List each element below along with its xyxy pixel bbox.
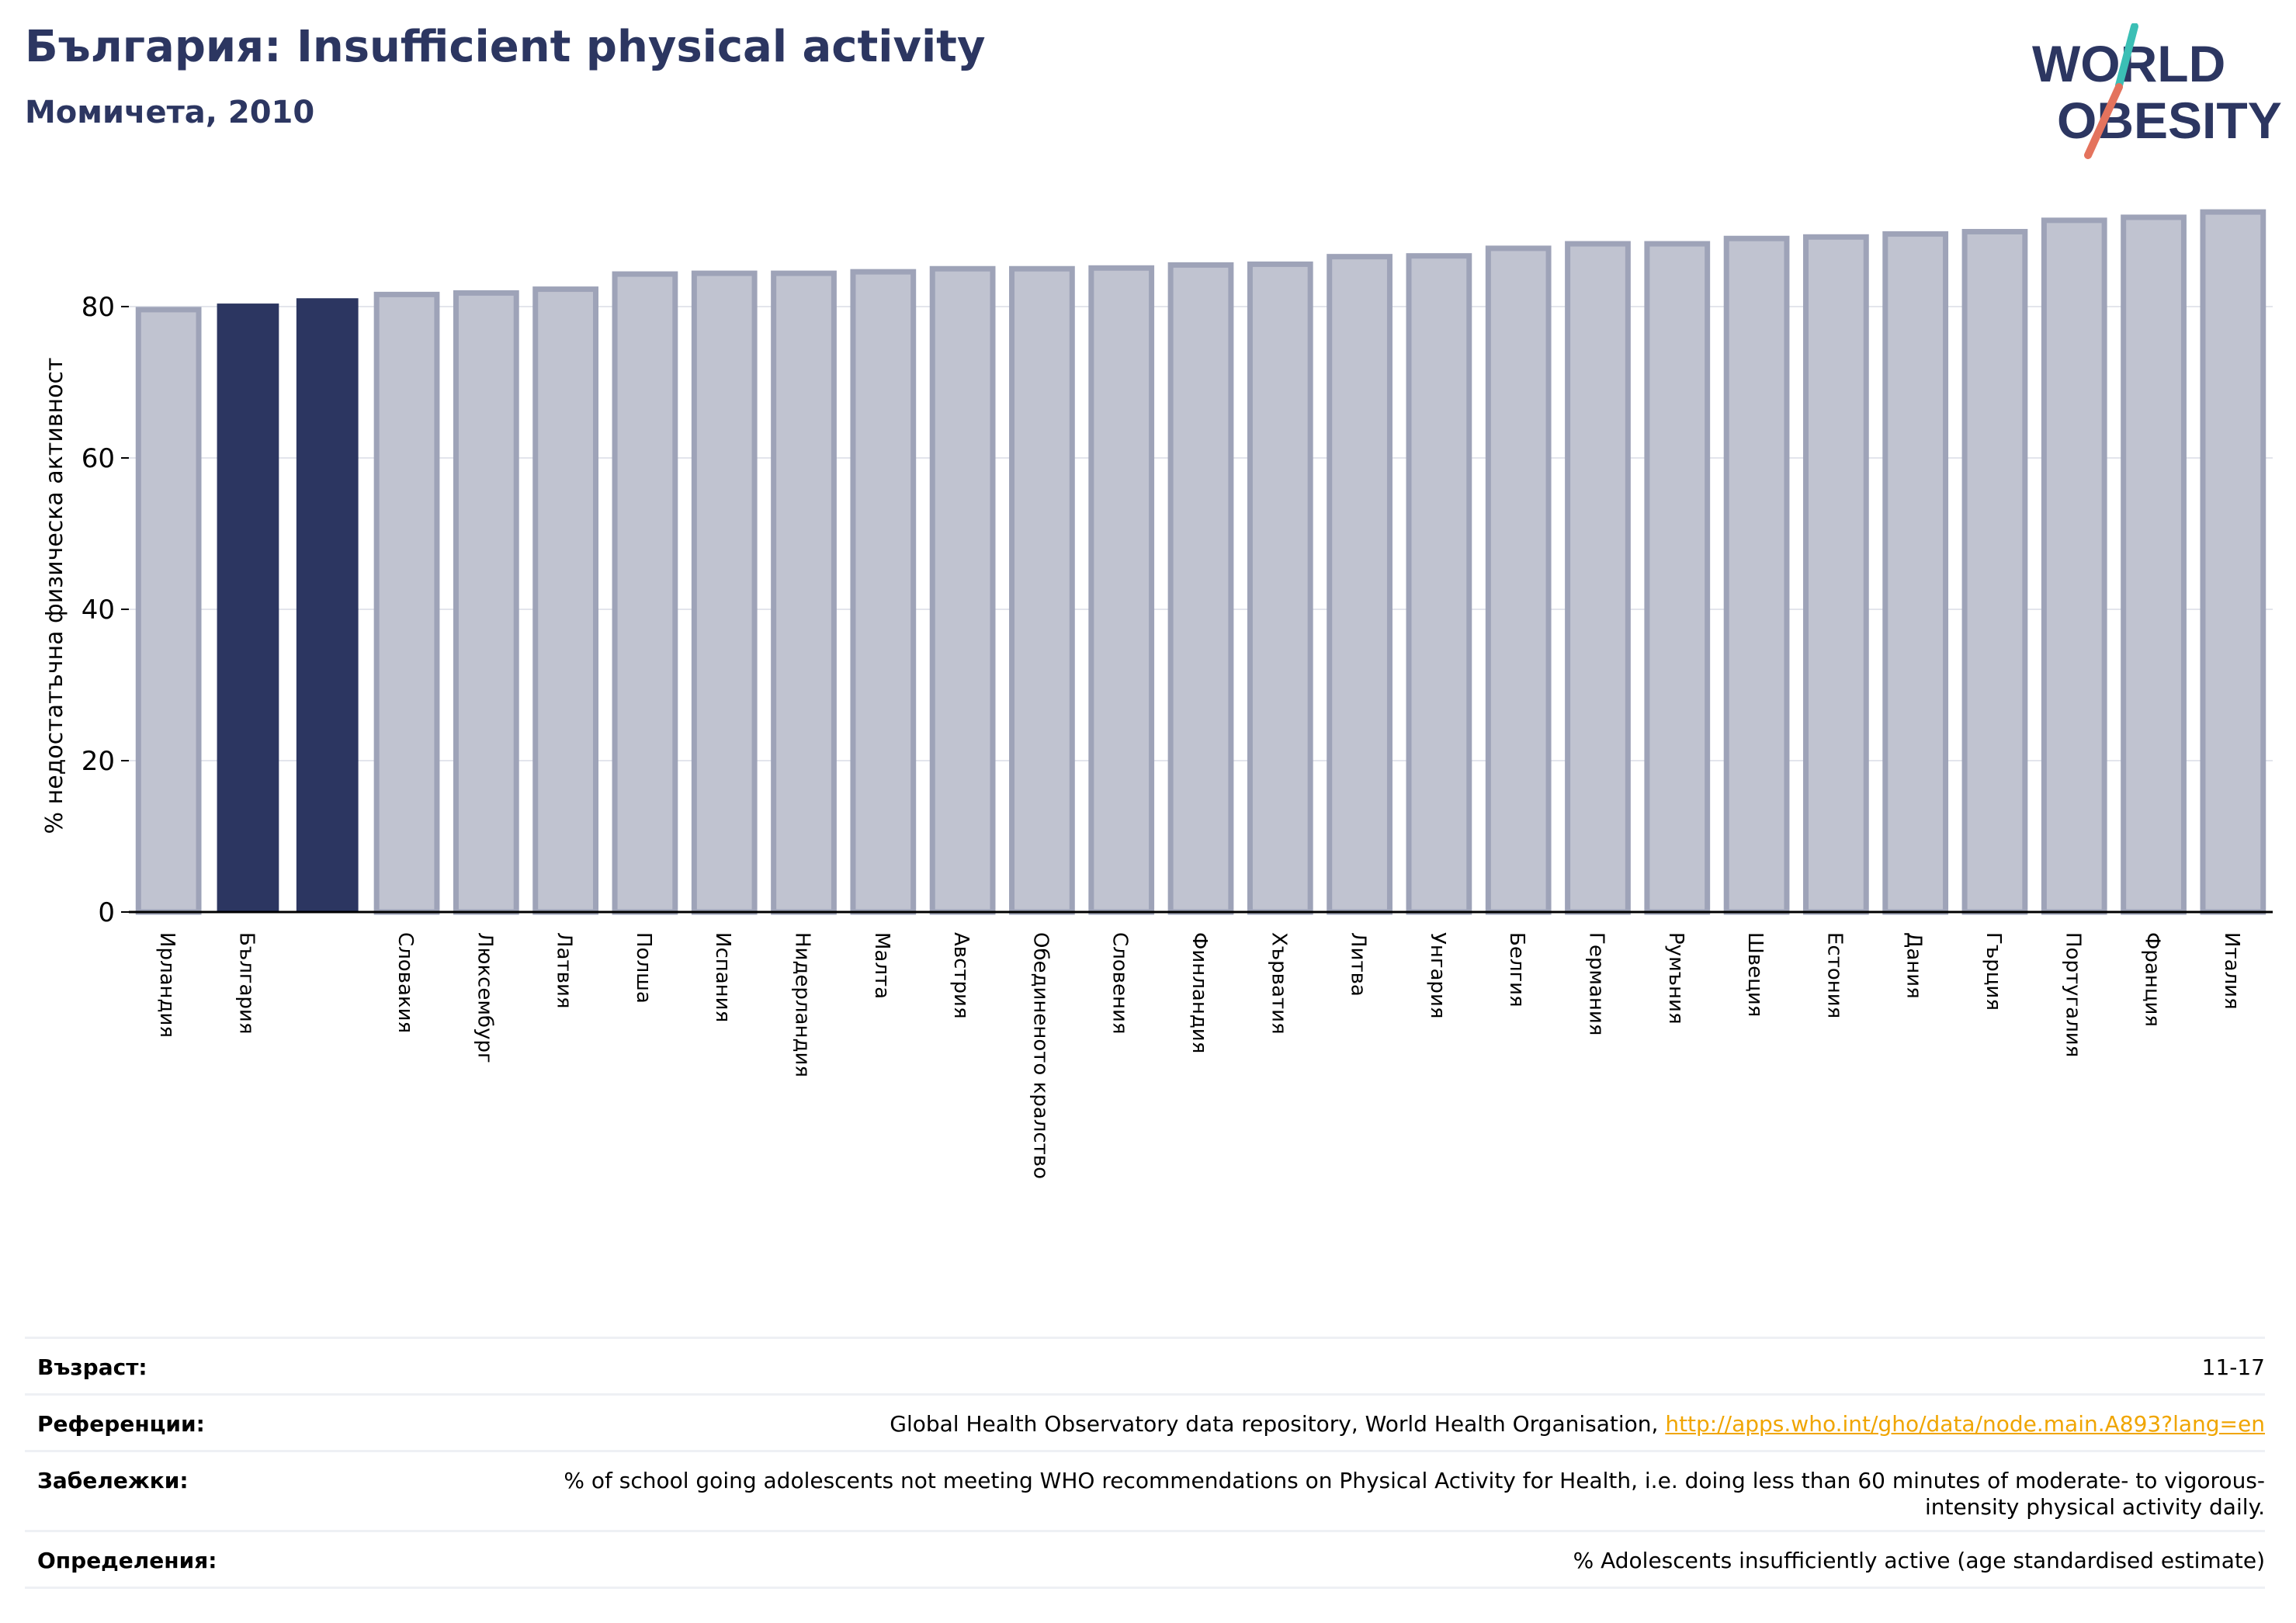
y-tick-label: 60 xyxy=(82,443,115,474)
bar xyxy=(217,303,279,913)
bar xyxy=(1088,265,1155,915)
meta-label: Референции: xyxy=(37,1411,205,1437)
bar xyxy=(1247,261,1313,915)
x-tick-label: Словения xyxy=(1108,932,1132,1035)
x-tick-label: Полша xyxy=(632,932,655,1004)
x-tick-label: Финландия xyxy=(1188,932,1211,1053)
world-obesity-logo: WORLD OBESITY xyxy=(2032,23,2282,159)
bar xyxy=(1327,254,1393,915)
bar xyxy=(135,307,202,915)
bar xyxy=(612,271,678,915)
bar xyxy=(1802,234,1869,915)
bar xyxy=(2121,214,2187,915)
page-title: България: Insufficient physical activity xyxy=(25,22,986,72)
meta-label: Възраст: xyxy=(37,1354,147,1380)
meta-row-definitions: Определения: % Adolescents insufficientl… xyxy=(25,1532,2265,1589)
y-axis-label: % недостатъчна физическа активност xyxy=(41,358,68,834)
x-tick-label: Малта xyxy=(870,932,893,999)
x-tick-label: Латвия xyxy=(553,932,576,1009)
meta-row-notes: Забележки: % of school going adolescents… xyxy=(25,1452,2265,1532)
y-tick-label: 0 xyxy=(98,897,115,928)
bar xyxy=(296,298,359,913)
x-tick-label: Естония xyxy=(1823,932,1846,1018)
x-tick-label: Дания xyxy=(1902,932,1926,999)
page-subtitle: Момичета, 2010 xyxy=(25,95,315,130)
x-tick-label: Хърватия xyxy=(1267,932,1290,1035)
x-tick-label: Гърция xyxy=(1982,932,2005,1011)
meta-label: Забележки: xyxy=(37,1468,189,1493)
bar xyxy=(1009,265,1075,915)
x-tick-label: Литва xyxy=(1347,932,1370,997)
bar-chart: 0 20 40 60 80 % недостатъчна физическа активн… xyxy=(41,209,2273,1179)
bar xyxy=(453,290,519,915)
x-tick-label: Унгария xyxy=(1426,932,1449,1018)
y-tick-label: 40 xyxy=(82,595,115,626)
bar xyxy=(1723,235,1790,915)
logo-slash-teal xyxy=(2115,23,2138,89)
x-tick-label: Германия xyxy=(1584,932,1608,1035)
bar xyxy=(1961,228,2028,915)
x-tick-label: Швеция xyxy=(1743,932,1767,1017)
x-tick-label: Ирландия xyxy=(155,932,179,1038)
reference-text: Global Health Observatory data repositor… xyxy=(890,1411,1666,1437)
bar xyxy=(929,265,996,915)
x-tick-label: Румъния xyxy=(1664,932,1687,1025)
metadata-table: Възраст: 11-17 Референции: Global Health… xyxy=(25,1337,2265,1589)
bar xyxy=(2041,217,2107,915)
bar xyxy=(1167,262,1234,915)
bar xyxy=(691,270,758,915)
x-tick-label: Белгия xyxy=(1505,932,1528,1007)
meta-value-references: Global Health Observatory data repositor… xyxy=(890,1411,2265,1437)
y-tick-label: 80 xyxy=(82,292,115,323)
x-tick-label: Португалия xyxy=(2061,932,2084,1057)
meta-value: 11-17 xyxy=(2201,1354,2265,1380)
reference-link[interactable]: http://apps.who.int/gho/data/node.main.A… xyxy=(1665,1411,2265,1437)
x-tick-label: Австрия xyxy=(949,932,973,1019)
x-tick-label: Обединеното кралство xyxy=(1028,932,1052,1179)
meta-label: Определения: xyxy=(37,1548,217,1573)
bar xyxy=(850,269,917,915)
x-tick-label: Люксембург xyxy=(473,932,496,1063)
x-tick-label: Словакия xyxy=(394,932,417,1033)
x-tick-label: Италия xyxy=(2220,932,2243,1010)
bar xyxy=(1882,231,1949,915)
logo-slash-coral xyxy=(2084,83,2123,159)
bar xyxy=(1485,245,1552,915)
meta-value: % Adolescents insufficiently active (age… xyxy=(1573,1548,2265,1573)
x-tick-label: Франция xyxy=(2141,932,2164,1027)
meta-row-references: Референции: Global Health Observatory da… xyxy=(25,1396,2265,1452)
x-tick-label: Нидерландия xyxy=(791,932,814,1077)
bar xyxy=(2200,209,2267,915)
bar xyxy=(771,270,837,915)
bar xyxy=(532,286,599,915)
meta-value: % of school going adolescents not meetin… xyxy=(564,1468,2265,1520)
meta-row-age: Възраст: 11-17 xyxy=(25,1339,2265,1396)
x-tick-label: България xyxy=(234,932,258,1034)
bar xyxy=(1565,241,1631,915)
bar xyxy=(373,291,440,915)
y-tick-label: 20 xyxy=(82,746,115,777)
bar xyxy=(1644,241,1711,915)
x-tick-label: Испания xyxy=(711,932,734,1022)
bar xyxy=(1406,253,1472,915)
